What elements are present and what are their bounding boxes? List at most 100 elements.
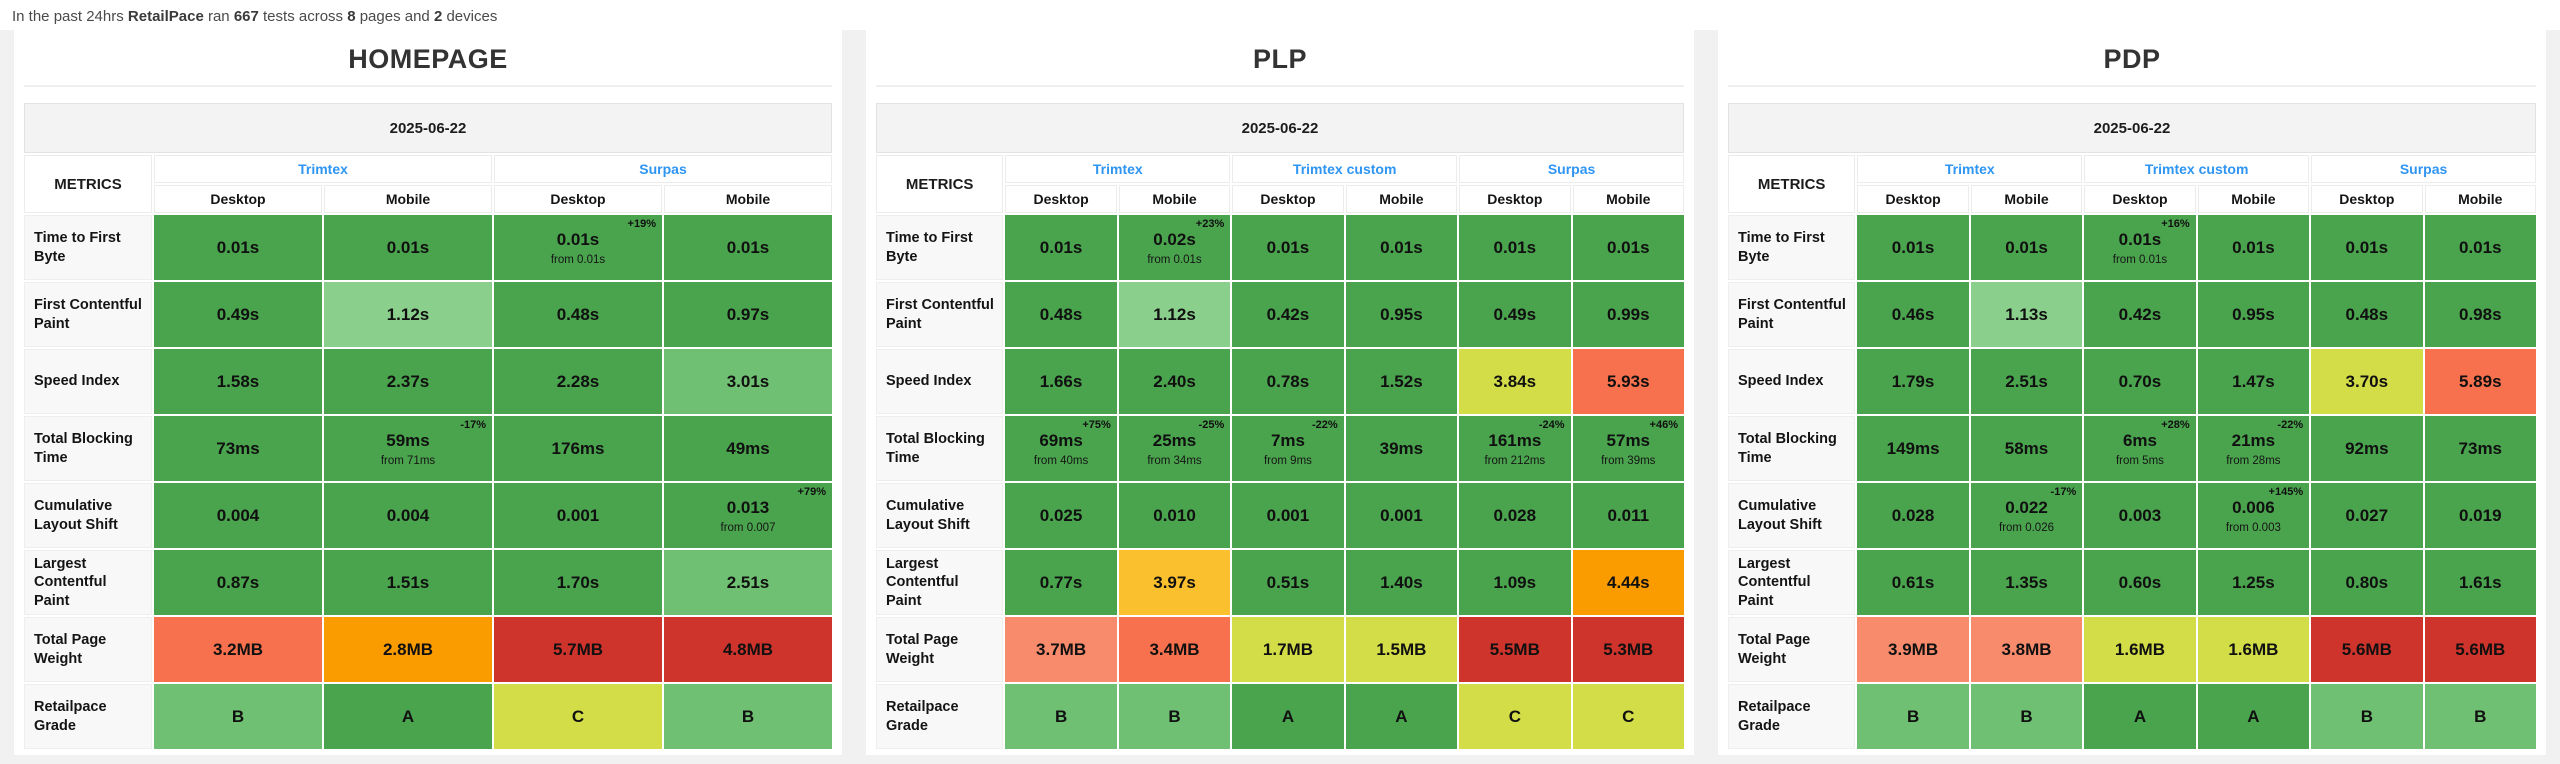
vendor-link-trimtex-custom[interactable]: Trimtex custom (2084, 155, 2310, 183)
metric-value-cell: 0.011 (1572, 483, 1684, 548)
metric-value-cell: 2.28s (494, 349, 662, 414)
metric-value-cell: 2.40s (1118, 349, 1231, 414)
vendor-link-surpas[interactable]: Surpas (2311, 155, 2536, 183)
vendor-link-trimtex[interactable]: Trimtex (1005, 155, 1231, 183)
metric-value-cell: 0.01s (2311, 215, 2423, 280)
vendor-link-surpas[interactable]: Surpas (1459, 155, 1684, 183)
device-column-header: Desktop (1857, 185, 1969, 213)
page-card-homepage: HOMEPAGE 2025-06-22 METRICS Trimtex Surpas De… (14, 30, 842, 755)
metric-value: 4.44s (1607, 572, 1650, 592)
table-row: Speed Index 1.79s 2.51s 0.70s 1.47s 3.70s 5.89… (1728, 349, 2536, 414)
metric-value-cell: -17% 59ms from 71ms (324, 416, 492, 481)
metric-value: 1.7MB (1262, 639, 1313, 659)
metric-value-cell: 0.87s (154, 550, 322, 615)
metric-value-cell: 3.01s (664, 349, 832, 414)
device-column-header: Mobile (2197, 185, 2310, 213)
metric-value: 0.78s (1266, 371, 1310, 391)
change-percent-badge: +19% (627, 218, 656, 230)
table-row: Cumulative Layout Shift 0.028 -17% 0.022 fro… (1728, 483, 2536, 548)
metric-value: 1.12s (386, 304, 430, 324)
title-divider (876, 85, 1684, 87)
change-percent-badge: -24% (1538, 419, 1565, 431)
vendor-link-surpas[interactable]: Surpas (494, 155, 832, 183)
table-row: Total Blocking Time 149ms 58ms +28% 6ms from … (1728, 416, 2536, 481)
metric-value-cell: 1.52s (1345, 349, 1458, 414)
metric-value-cell: 0.49s (1459, 282, 1571, 347)
metric-value-cell: 5.5MB (1459, 617, 1571, 682)
metric-value-cell: 3.84s (1459, 349, 1571, 414)
metrics-table: 2025-06-22 METRICS Trimtex Surpas Desktop Mob… (22, 101, 834, 751)
metric-value: 0.003 (2118, 505, 2162, 525)
metric-value-cell: 3.9MB (1857, 617, 1969, 682)
table-row: Time to First Byte 0.01s 0.01s +16% 0.01s fro… (1728, 215, 2536, 280)
metric-value: 2.51s (2005, 371, 2048, 391)
metric-value-cell: +19% 0.01s from 0.01s (494, 215, 662, 280)
metric-value-cell: -25% 25ms from 34ms (1118, 416, 1231, 481)
metric-value-cell: 5.93s (1572, 349, 1684, 414)
metric-value-cell: 1.40s (1345, 550, 1458, 615)
change-percent-badge: -22% (1311, 419, 1338, 431)
metric-value-cell: 3.8MB (1970, 617, 2083, 682)
previous-value-label: from 34ms (1147, 454, 1202, 467)
metric-label: Time to First Byte (24, 215, 152, 280)
table-row: Largest Contentful Paint 0.61s 1.35s 0.60s 1… (1728, 550, 2536, 615)
metric-value-cell: 0.01s (1459, 215, 1571, 280)
metric-value-cell: -17% 0.022 from 0.026 (1970, 483, 2083, 548)
vendor-link-trimtex[interactable]: Trimtex (1857, 155, 2083, 183)
change-percent-badge: +145% (2268, 486, 2304, 498)
table-row: Retailpace Grade B B A A B B (1728, 684, 2536, 749)
metric-value-cell: 1.25s (2197, 550, 2310, 615)
metric-label: Cumulative Layout Shift (24, 483, 152, 548)
metric-value: 49ms (726, 438, 770, 458)
metric-value: 0.01s (216, 237, 260, 257)
metric-value: C (571, 706, 585, 726)
metric-value: 0.49s (1493, 304, 1537, 324)
table-row: First Contentful Paint 0.46s 1.13s 0.42s 0.9… (1728, 282, 2536, 347)
previous-value-label: from 0.01s (2112, 253, 2168, 266)
device-column-header: Mobile (1572, 185, 1684, 213)
summary-text: In the past 24hrs RetailPace ran 667 tes… (0, 0, 2560, 30)
metric-value: B (2474, 706, 2487, 726)
vendor-link-trimtex[interactable]: Trimtex (154, 155, 492, 183)
metric-value: 0.006 (2232, 497, 2275, 517)
metric-label: First Contentful Paint (24, 282, 152, 347)
device-column-header: Desktop (2084, 185, 2196, 213)
vendor-link-trimtex-custom[interactable]: Trimtex custom (1232, 155, 1458, 183)
device-column-header: Mobile (1118, 185, 1231, 213)
metrics-column-header: METRICS (876, 155, 1004, 213)
metric-value-cell: +46% 57ms from 39ms (1572, 416, 1684, 481)
page-title: PDP (2103, 44, 2161, 74)
metric-value: 2.28s (556, 371, 600, 391)
metric-label: Total Blocking Time (1728, 416, 1856, 481)
metric-value: 2.8MB (382, 639, 434, 659)
metric-value: 0.97s (726, 304, 770, 324)
page-title: PLP (1252, 44, 1307, 74)
metric-value-cell: 39ms (1345, 416, 1458, 481)
metric-value-cell: 1.6MB (2197, 617, 2310, 682)
metric-value: 0.027 (2345, 505, 2389, 525)
metric-value-cell: 0.028 (1857, 483, 1969, 548)
metric-value-cell: 1.12s (1118, 282, 1231, 347)
metric-value-cell: 0.028 (1459, 483, 1571, 548)
metric-value-cell: -22% 7ms from 9ms (1232, 416, 1344, 481)
metric-value-cell: 4.44s (1572, 550, 1684, 615)
previous-value-label: from 28ms (2226, 454, 2281, 467)
metric-value-cell: 0.51s (1232, 550, 1344, 615)
device-column-header: Mobile (1970, 185, 2083, 213)
metric-value-cell: 73ms (154, 416, 322, 481)
date-header: 2025-06-22 (1728, 103, 2536, 153)
previous-value-label: from 5ms (2115, 454, 2164, 467)
metric-value: 1.13s (2005, 304, 2048, 324)
metric-value: 0.99s (1607, 304, 1650, 324)
previous-value-label: from 0.007 (720, 521, 776, 534)
metric-value-cell: B (1857, 684, 1969, 749)
table-row: Speed Index 1.58s 2.37s 2.28s 3.01s (24, 349, 832, 414)
metric-value-cell: 0.01s (664, 215, 832, 280)
metric-value: 176ms (551, 438, 605, 458)
metric-value-cell: B (664, 684, 832, 749)
metric-value: 1.52s (1380, 371, 1423, 391)
metric-value: 0.010 (1153, 505, 1196, 525)
metric-value: B (1054, 706, 1068, 726)
metric-value-cell: 3.4MB (1118, 617, 1231, 682)
metric-value: 0.95s (2232, 304, 2275, 324)
